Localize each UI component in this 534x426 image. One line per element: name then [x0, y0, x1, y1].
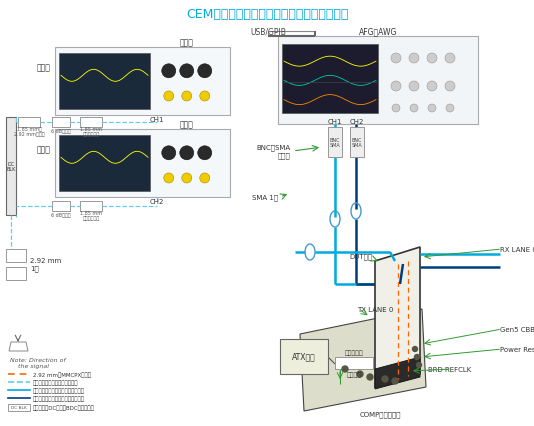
Circle shape — [180, 65, 194, 79]
Text: CH1: CH1 — [328, 119, 342, 125]
Text: 1.85 mm
连接保护电缆: 1.85 mm 连接保护电缆 — [80, 210, 102, 221]
Circle shape — [414, 355, 420, 360]
Bar — [59, 54, 150, 109]
Bar — [6, 268, 26, 280]
Bar — [80, 201, 102, 211]
Circle shape — [200, 92, 210, 102]
Text: BNC
SMA: BNC SMA — [351, 137, 363, 148]
Text: Gen5 CBB: Gen5 CBB — [500, 326, 534, 332]
Circle shape — [392, 105, 400, 113]
Text: 表貌通过电源连接低压适配滤波器件: 表貌通过电源连接低压适配滤波器件 — [33, 395, 85, 401]
Bar — [80, 118, 102, 128]
Bar — [52, 118, 70, 128]
Text: 1.85 mm到
2.92 mm适配器: 1.85 mm到 2.92 mm适配器 — [14, 126, 44, 137]
Circle shape — [198, 147, 212, 161]
Text: 2.92 mm
1米: 2.92 mm 1米 — [30, 258, 61, 271]
Circle shape — [367, 374, 373, 380]
Text: 示波器: 示波器 — [179, 120, 193, 129]
Text: 主设备: 主设备 — [36, 145, 50, 154]
Bar — [6, 118, 16, 216]
Text: 1.85 mm
连接保护电缆: 1.85 mm 连接保护电缆 — [80, 126, 102, 137]
Polygon shape — [375, 357, 420, 389]
Circle shape — [446, 105, 454, 113]
Bar — [282, 45, 378, 113]
Text: ATX电源: ATX电源 — [292, 352, 316, 361]
Bar — [6, 249, 26, 262]
Bar — [8, 404, 30, 411]
Text: DC
BLK: DC BLK — [6, 161, 15, 172]
Text: BNC到SMA
转接头: BNC到SMA 转接头 — [256, 144, 290, 159]
Text: Note: Direction of
    the signal: Note: Direction of the signal — [10, 357, 66, 368]
Text: BRD REFCLK: BRD REFCLK — [428, 366, 472, 372]
Circle shape — [445, 82, 455, 92]
Circle shape — [445, 54, 455, 64]
Circle shape — [382, 376, 388, 382]
Text: 示波器: 示波器 — [179, 38, 193, 47]
Polygon shape — [300, 309, 426, 411]
Circle shape — [162, 147, 176, 161]
Circle shape — [180, 147, 194, 161]
Text: CH2: CH2 — [150, 199, 164, 204]
Circle shape — [198, 65, 212, 79]
Circle shape — [409, 54, 419, 64]
Text: 6 dB衰减器: 6 dB衰减器 — [51, 129, 71, 134]
Circle shape — [164, 173, 174, 184]
Text: CH1: CH1 — [149, 117, 164, 123]
Circle shape — [409, 82, 419, 92]
Bar — [350, 128, 364, 158]
Bar — [55, 48, 230, 116]
Text: BNC
SMA: BNC SMA — [329, 137, 340, 148]
Text: CH2: CH2 — [350, 119, 364, 125]
Text: AFG或AWG: AFG或AWG — [359, 27, 397, 36]
Circle shape — [412, 347, 418, 352]
Text: 如果插件有DC设备，BDC插头适配器: 如果插件有DC设备，BDC插头适配器 — [33, 404, 95, 410]
Text: USB/GPIB: USB/GPIB — [250, 27, 286, 36]
Circle shape — [391, 82, 401, 92]
Circle shape — [342, 366, 348, 372]
Circle shape — [392, 378, 398, 384]
Text: 电源连接器: 电源连接器 — [344, 349, 363, 355]
Text: 电源开关: 电源开关 — [347, 371, 362, 377]
Text: 从设备: 从设备 — [36, 63, 50, 72]
Bar — [328, 128, 342, 158]
Circle shape — [182, 173, 192, 184]
Bar — [335, 357, 373, 369]
Text: CEM插件第五代规范测试及自动切换模式设置: CEM插件第五代规范测试及自动切换模式设置 — [186, 8, 348, 20]
Circle shape — [391, 54, 401, 64]
Bar — [280, 339, 328, 374]
Text: 表貌直接连接低压适配滤波器件: 表貌直接连接低压适配滤波器件 — [33, 379, 78, 385]
Text: COMP模式触发器: COMP模式触发器 — [359, 411, 400, 417]
Circle shape — [427, 54, 437, 64]
Circle shape — [410, 105, 418, 113]
Circle shape — [162, 65, 176, 79]
Text: DUT插件: DUT插件 — [349, 253, 372, 260]
Circle shape — [200, 173, 210, 184]
Text: SMA 1米: SMA 1米 — [252, 194, 278, 201]
Bar — [278, 37, 478, 125]
Bar — [59, 136, 150, 191]
Text: 2.92 mm到MMCPX短电缆: 2.92 mm到MMCPX短电缆 — [33, 371, 91, 377]
Text: 表貌通过电源连接低压适配滤波器件: 表貌通过电源连接低压适配滤波器件 — [33, 387, 85, 393]
Text: Power Reset: Power Reset — [500, 346, 534, 352]
Bar — [18, 118, 40, 128]
Circle shape — [357, 371, 363, 377]
Circle shape — [427, 82, 437, 92]
Text: TX LANE 0: TX LANE 0 — [357, 306, 394, 312]
Circle shape — [417, 363, 421, 368]
Circle shape — [164, 92, 174, 102]
Text: 6 dB衰减器: 6 dB衰减器 — [51, 213, 71, 218]
Text: RX LANE 0: RX LANE 0 — [500, 246, 534, 253]
Polygon shape — [375, 248, 420, 387]
Text: DC BLK: DC BLK — [11, 405, 27, 409]
Bar — [55, 130, 230, 198]
Circle shape — [182, 92, 192, 102]
Bar — [52, 201, 70, 211]
Circle shape — [428, 105, 436, 113]
